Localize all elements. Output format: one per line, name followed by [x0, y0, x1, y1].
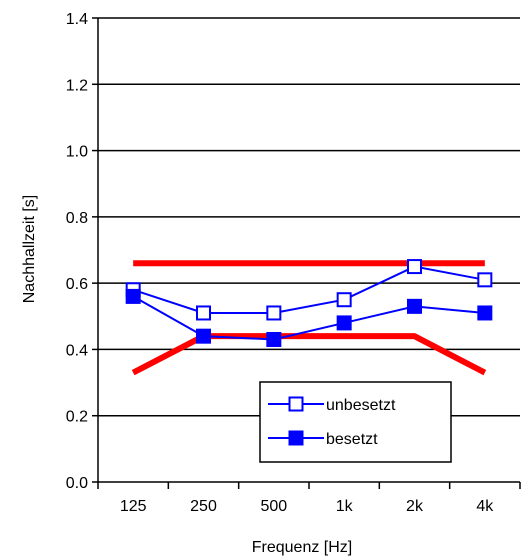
- legend-box: [259, 381, 452, 463]
- legend-label-besetzt: besetzt: [326, 431, 378, 448]
- x-tick-label: 4k: [476, 498, 494, 515]
- tolerance-band: [131, 260, 487, 376]
- y-tick-label: 1.0: [66, 144, 88, 161]
- data-point-besetzt: [336, 315, 352, 331]
- tick-labels: 0.0 0.2 0.4 0.6 0.8 1.0 1.2 1.4 125 250 500 1k 2k 4k: [66, 11, 495, 515]
- y-tick-label: 1.4: [66, 11, 88, 28]
- y-tick-label: 0.6: [66, 276, 88, 293]
- y-tick-label: 0.0: [66, 475, 88, 492]
- x-tick-label: 500: [260, 498, 287, 515]
- data-point-besetzt: [196, 328, 211, 344]
- axes: [92, 17, 521, 489]
- data-point-unbesetzt: [336, 292, 352, 308]
- data-point-besetzt: [477, 305, 493, 321]
- x-axis-title: Frequenz [Hz]: [252, 539, 352, 556]
- data-point-unbesetzt: [196, 305, 211, 321]
- x-tick-label: 2k: [406, 498, 424, 515]
- legend-marker-besetzt: [288, 430, 304, 446]
- data-point-unbesetzt: [477, 272, 493, 288]
- y-tick-label: 0.8: [66, 210, 88, 227]
- x-tick-label: 1k: [336, 498, 354, 515]
- data-point-besetzt: [407, 298, 422, 314]
- y-tick-label: 0.2: [66, 409, 88, 426]
- legend: unbesetzt besetzt: [259, 381, 452, 463]
- legend-label-unbesetzt: unbesetzt: [326, 397, 396, 414]
- y-tick-label: 1.2: [66, 77, 88, 94]
- x-tick-label: 250: [190, 498, 217, 515]
- series-line-unbesetzt: [132, 265, 486, 314]
- series-line-besetzt: [132, 295, 485, 341]
- grid-lines: [98, 17, 520, 417]
- legend-marker-unbesetzt: [288, 396, 304, 412]
- tolerance-lower-line: [131, 333, 487, 376]
- x-tick-label: 125: [120, 498, 147, 515]
- data-point-besetzt: [266, 331, 282, 347]
- data-series: [125, 259, 493, 347]
- data-point-besetzt: [125, 288, 141, 304]
- data-point-unbesetzt: [407, 259, 422, 275]
- y-tick-label: 0.4: [66, 342, 88, 359]
- data-point-unbesetzt: [266, 305, 282, 321]
- y-axis-title: Nachhallzeit [s]: [21, 195, 38, 304]
